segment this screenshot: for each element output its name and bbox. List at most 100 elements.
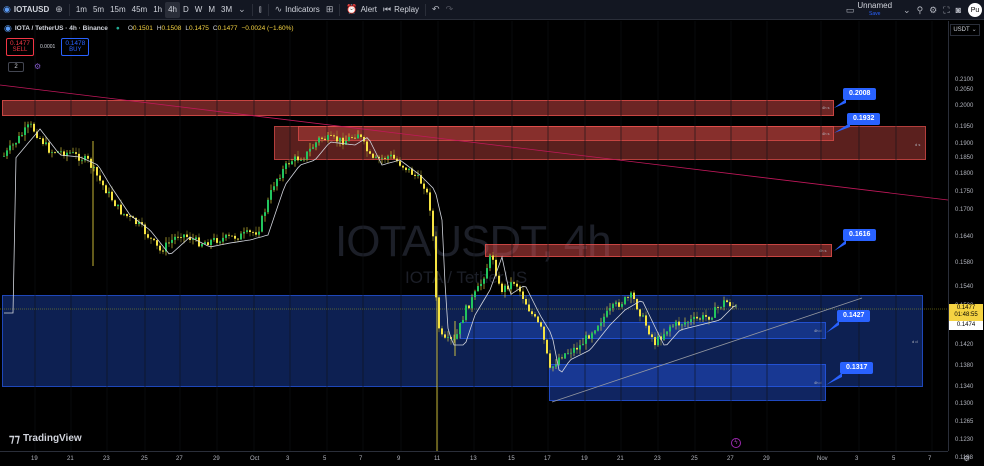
high-label: H bbox=[156, 25, 162, 32]
candle-body bbox=[123, 213, 125, 215]
candle-body bbox=[330, 134, 332, 136]
price-callout[interactable]: 0.1317 bbox=[840, 362, 874, 374]
candle-body bbox=[333, 135, 335, 137]
price-callout[interactable]: 0.2008 bbox=[843, 88, 877, 100]
candle-body bbox=[216, 238, 218, 243]
candle-body bbox=[324, 138, 326, 140]
interval-45m[interactable]: 45m bbox=[131, 5, 148, 14]
price-tick: 0.1380 bbox=[955, 363, 974, 369]
ascending-trendline[interactable] bbox=[551, 297, 863, 403]
candle-body bbox=[30, 123, 32, 125]
descending-trendline[interactable] bbox=[0, 84, 948, 201]
candle-body bbox=[600, 322, 602, 326]
alert-button[interactable]: ⏰ Alert bbox=[343, 0, 380, 20]
candle-body bbox=[279, 178, 281, 180]
time-tick: 11 bbox=[434, 456, 441, 462]
bar-countdown: 01:48:55 bbox=[954, 312, 978, 318]
interval-1h[interactable]: 1h bbox=[153, 5, 163, 14]
undo-button[interactable]: ↶ bbox=[429, 0, 443, 20]
price-tick: 0.2000 bbox=[955, 103, 974, 109]
candle-body bbox=[507, 285, 509, 290]
layout-name[interactable]: Unnamed Save bbox=[857, 2, 892, 18]
price-callout[interactable]: 0.1932 bbox=[847, 113, 881, 125]
time-tick: 19 bbox=[581, 456, 588, 462]
interval-dropdown[interactable]: ⌄ bbox=[235, 0, 249, 20]
candle-body bbox=[567, 353, 569, 354]
price-axis[interactable]: 0.2100 0.2050 0.2000 0.1950 0.1900 0.1850 0.18… bbox=[948, 21, 984, 461]
time-axis[interactable]: 19 21 23 25 27 29 Oct 3 5 7 9 11 13 15 17 19 21 23 25 27 29 N… bbox=[0, 451, 948, 466]
chart-pane[interactable]: IOTAUSDT, 4h IOTA / TetherUS 4h s 4h s d… bbox=[0, 21, 948, 451]
demand-zone-daily[interactable] bbox=[2, 295, 923, 387]
close-value: 0.1477 bbox=[217, 25, 238, 32]
fullscreen-button[interactable]: ⛶ bbox=[940, 0, 952, 20]
candle-body bbox=[99, 175, 101, 181]
interval-1m[interactable]: 1m bbox=[75, 5, 87, 14]
candle-body bbox=[606, 310, 608, 317]
layout-dropdown[interactable]: ⌄ bbox=[900, 0, 914, 20]
candle-body bbox=[708, 316, 710, 320]
indicators-toggle[interactable]: 2 bbox=[8, 62, 24, 72]
open-value: 0.1501 bbox=[132, 25, 153, 32]
quick-search-button[interactable]: ⚲ bbox=[914, 0, 927, 20]
interval-5m[interactable]: 5m bbox=[92, 5, 105, 14]
gear-icon[interactable]: ⚙ bbox=[963, 454, 971, 463]
supply-zone-4h-low[interactable] bbox=[485, 244, 832, 257]
lightning-icon[interactable]: ϟ bbox=[731, 438, 741, 448]
sell-button[interactable]: 0.1477 SELL bbox=[6, 38, 34, 56]
chart-type-button[interactable]: ⫾ bbox=[256, 0, 265, 20]
demand-zone-label: 4h d bbox=[814, 328, 822, 333]
symbol-search[interactable]: ◉ IOTAUSD bbox=[0, 0, 52, 20]
candle-body bbox=[513, 282, 515, 284]
interval-3m[interactable]: 3M bbox=[221, 5, 233, 14]
candle-body bbox=[360, 134, 362, 137]
candle-body bbox=[666, 331, 668, 335]
replay-label: Replay bbox=[394, 5, 420, 14]
time-tick: 13 bbox=[470, 456, 477, 462]
interval-d[interactable]: D bbox=[183, 5, 189, 14]
symbol-title: IOTA / TetherUS · 4h · Binance bbox=[14, 25, 108, 32]
candle-body bbox=[399, 161, 401, 166]
candle-body bbox=[54, 152, 56, 153]
candle-body bbox=[411, 168, 413, 175]
indicators-button[interactable]: ∿ Indicators bbox=[272, 0, 323, 20]
candle-body bbox=[525, 299, 527, 305]
snapshot-button[interactable]: ◙ bbox=[953, 0, 964, 20]
interval-w[interactable]: W bbox=[194, 5, 203, 14]
candle-body bbox=[693, 316, 695, 320]
price-callout[interactable]: 0.1427 bbox=[837, 310, 871, 322]
candle-body bbox=[465, 305, 467, 320]
symbol-legend[interactable]: ◉ IOTA / TetherUS · 4h · Binance ● O 0.15… bbox=[4, 24, 294, 33]
templates-button[interactable]: ⊞ bbox=[323, 0, 337, 20]
price-callout[interactable]: 0.1616 bbox=[843, 229, 877, 241]
settings-button[interactable]: ⚙ bbox=[926, 0, 940, 20]
currency-selector[interactable]: USDT ⌄ bbox=[950, 24, 980, 36]
candle-body bbox=[675, 321, 677, 326]
candle-body bbox=[480, 283, 482, 287]
interval-m[interactable]: M bbox=[208, 5, 216, 14]
redo-button[interactable]: ↷ bbox=[443, 0, 457, 20]
indicator-settings-icon[interactable]: ⚙ bbox=[34, 62, 42, 71]
time-tick: 25 bbox=[691, 456, 698, 462]
candle-body bbox=[609, 308, 611, 311]
open-label: O bbox=[127, 25, 133, 32]
demand-zone-4h-low[interactable] bbox=[549, 364, 826, 401]
replay-button[interactable]: ⏮ Replay bbox=[380, 0, 422, 20]
candle-body bbox=[351, 137, 353, 138]
candle-body bbox=[336, 136, 338, 142]
compare-button[interactable]: ⊕ bbox=[52, 0, 66, 20]
supply-zone-4h-top[interactable] bbox=[2, 100, 834, 116]
layout-icon-button[interactable]: ▭ bbox=[843, 0, 858, 20]
moving-average-line[interactable] bbox=[4, 128, 737, 373]
candle-body bbox=[318, 137, 320, 143]
interval-4h[interactable]: 4h bbox=[165, 1, 180, 18]
time-tick: 5 bbox=[323, 456, 327, 462]
tradingview-logo[interactable]: ⁊⁊ TradingView bbox=[9, 432, 82, 445]
candle-body bbox=[96, 167, 98, 176]
interval-15m[interactable]: 15m bbox=[110, 5, 126, 14]
candle-body bbox=[273, 186, 275, 191]
candle-body bbox=[636, 299, 638, 310]
publish-button[interactable]: Pu bbox=[968, 3, 982, 17]
candle-body bbox=[534, 314, 536, 317]
candle-body bbox=[186, 234, 188, 237]
buy-button[interactable]: 0.1478 BUY bbox=[61, 38, 90, 56]
